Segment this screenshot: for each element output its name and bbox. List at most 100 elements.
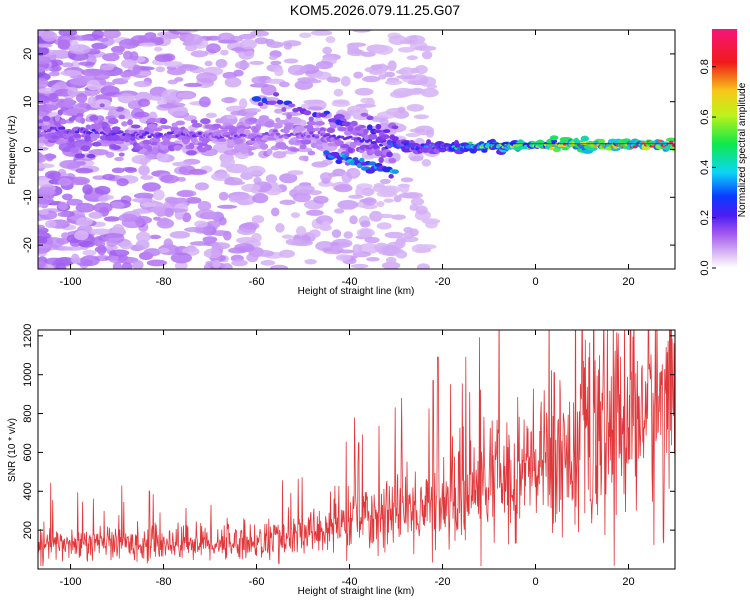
- heatmap-blob: [395, 250, 408, 259]
- ridge-blob: [51, 135, 59, 140]
- heatmap-blob: [184, 44, 197, 52]
- ridge-blob: [307, 150, 316, 156]
- ridge-blob: [111, 126, 121, 131]
- ridge-blob: [299, 144, 307, 150]
- ridge-blob: [289, 148, 300, 152]
- heatmap-blob: [120, 71, 133, 78]
- ridge-blob: [53, 120, 62, 127]
- ridge-blob: [302, 155, 309, 162]
- branch-blob: [363, 128, 369, 135]
- heatmap-blob: [149, 234, 162, 240]
- ridge-blob: [259, 115, 269, 121]
- heatmap-blob: [273, 265, 284, 269]
- heatmap-blob: [397, 46, 415, 53]
- ridge-blob: [580, 135, 589, 142]
- heatmap-blob: [319, 172, 333, 182]
- heatmap-blob: [172, 161, 193, 167]
- heatmap-blob: [167, 105, 188, 117]
- colorbar-gradient: [712, 29, 737, 268]
- heatmap-blob: [409, 204, 419, 211]
- heatmap-blob: [400, 177, 414, 183]
- branch-blob: [335, 159, 343, 165]
- heatmap-blob: [58, 30, 78, 37]
- branch-blob: [267, 100, 277, 106]
- heatmap-blob: [184, 226, 204, 233]
- x-tick-label: 20: [622, 276, 634, 288]
- heatmap-blob: [44, 170, 61, 180]
- ridge-blob: [188, 142, 195, 150]
- heatmap-blob: [57, 201, 68, 211]
- heatmap-blob: [183, 82, 203, 88]
- heatmap-blob: [198, 96, 211, 108]
- heatmap-blob: [352, 243, 363, 254]
- heatmap-blob: [96, 37, 109, 42]
- heatmap-blob: [272, 150, 287, 159]
- branch-blob: [358, 124, 366, 129]
- heatmap-blob: [285, 238, 303, 246]
- branch-blob: [276, 99, 284, 105]
- heatmap-blob: [230, 110, 248, 116]
- heatmap-blob: [268, 55, 278, 61]
- x-tick-label: -40: [342, 276, 358, 288]
- heatmap-blob: [281, 234, 294, 239]
- heatmap-blob: [38, 224, 45, 230]
- x-tick-label: -20: [435, 576, 451, 588]
- heatmap-blob: [141, 202, 157, 208]
- heatmap-blob: [370, 64, 383, 70]
- y-tick-label: 1200: [22, 324, 34, 348]
- heatmap-blob: [399, 184, 410, 194]
- heatmap-blob: [211, 172, 231, 181]
- heatmap-blob: [154, 54, 173, 63]
- heatmap-blob: [100, 64, 115, 71]
- heatmap-blob: [45, 153, 54, 162]
- heatmap-blob: [152, 189, 165, 201]
- ridge-core: [147, 135, 152, 139]
- x-tick-label: 0: [532, 276, 538, 288]
- heatmap-blob: [275, 223, 285, 233]
- colorbar-tick-label: 0.4: [699, 160, 711, 175]
- heatmap-blob: [346, 42, 359, 50]
- x-tick-label: -20: [435, 276, 451, 288]
- heatmap-blob: [174, 77, 184, 82]
- branch-blob: [257, 102, 264, 107]
- heatmap-blob: [102, 30, 121, 39]
- ridge-blob: [243, 129, 251, 135]
- ridge-blob: [59, 119, 67, 125]
- heatmap-blob: [100, 85, 120, 96]
- ridge-core: [197, 131, 203, 135]
- heatmap-blob: [57, 39, 71, 50]
- heatmap-blob: [61, 62, 74, 68]
- ridge-blob: [337, 126, 347, 132]
- ridge-blob: [159, 118, 168, 125]
- heatmap-blob: [106, 238, 118, 247]
- ridge-blob: [227, 140, 234, 146]
- ridge-blob: [175, 120, 186, 126]
- heatmap-blob: [91, 30, 105, 40]
- heatmap-blob: [184, 34, 204, 46]
- heatmap-blob: [292, 192, 311, 203]
- ridge-core: [306, 134, 311, 138]
- heatmap-blob: [315, 71, 332, 80]
- x-tick-label: 0: [532, 576, 538, 588]
- ridge-blob: [438, 148, 447, 153]
- heatmap-blob: [403, 191, 423, 199]
- heatmap-blob: [93, 70, 111, 81]
- heatmap-blob: [57, 178, 72, 186]
- heatmap-blob: [287, 64, 307, 76]
- heatmap-blob: [287, 170, 304, 176]
- heatmap-blob: [124, 167, 138, 173]
- heatmap-blob: [304, 79, 322, 84]
- heatmap-ylabel: Frequency (Hz): [7, 116, 18, 185]
- ridge-blob: [127, 119, 133, 126]
- ridge-blob: [378, 156, 384, 164]
- ridge-core: [275, 132, 281, 136]
- heatmap-blob: [407, 80, 428, 86]
- heatmap-blob: [352, 30, 372, 33]
- heatmap-blob: [283, 42, 293, 50]
- heatmap-blob: [278, 81, 290, 88]
- ridge-blob: [173, 144, 182, 151]
- heatmap-blob: [241, 183, 261, 193]
- heatmap-blob: [254, 249, 275, 257]
- ridge-blob: [350, 142, 357, 149]
- heatmap-blob: [303, 99, 325, 105]
